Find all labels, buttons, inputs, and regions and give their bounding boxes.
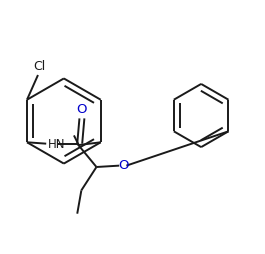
Text: O: O	[76, 103, 87, 116]
Text: O: O	[118, 159, 128, 172]
Text: Cl: Cl	[33, 59, 46, 72]
Text: HN: HN	[48, 137, 66, 150]
